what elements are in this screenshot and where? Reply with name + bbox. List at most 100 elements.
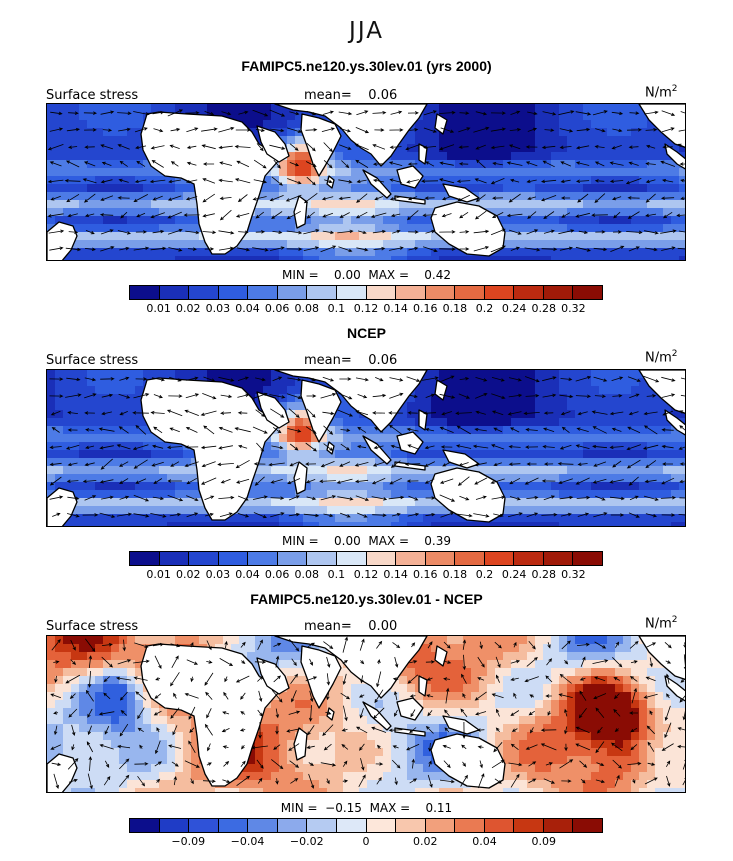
- stress-vector: [186, 145, 197, 149]
- stress-vector: [526, 657, 538, 667]
- stress-vector: [508, 462, 521, 466]
- stress-vector: [679, 462, 685, 466]
- stress-vector: [338, 179, 353, 184]
- stress-vector: [153, 394, 163, 399]
- stress-vector: [575, 477, 590, 485]
- stress-vector: [133, 246, 150, 251]
- stress-vector: [237, 513, 250, 518]
- stress-vector: [305, 442, 318, 452]
- stress-vector: [308, 773, 315, 789]
- stress-vector: [254, 660, 267, 664]
- stress-vector: [441, 213, 452, 218]
- stress-vector: [408, 246, 419, 251]
- stress-vector: [645, 162, 656, 166]
- stress-vector: [422, 213, 437, 217]
- colorbar-swatch: [425, 819, 456, 832]
- stress-vector: [184, 409, 199, 416]
- stress-vector: [525, 428, 538, 432]
- stress-vector: [527, 127, 538, 132]
- stress-vector: [428, 760, 432, 767]
- stress-vector: [443, 760, 451, 769]
- stress-vector: [185, 179, 198, 184]
- stress-vector: [288, 743, 300, 751]
- stress-vector: [358, 774, 366, 787]
- stress-vector: [287, 428, 302, 433]
- stress-vector: [186, 161, 197, 166]
- stress-vector: [288, 710, 301, 715]
- stress-vector: [337, 409, 354, 417]
- stress-vector: [184, 461, 199, 467]
- stress-vector: [339, 128, 351, 133]
- stress-vector: [660, 229, 677, 234]
- stress-vector: [409, 660, 418, 664]
- stress-vector: [273, 642, 282, 647]
- stress-vector: [645, 179, 656, 184]
- stress-vector: [154, 693, 162, 699]
- stress-vector: [456, 444, 472, 449]
- stress-vector: [493, 742, 503, 753]
- stress-vector: [525, 744, 538, 750]
- stress-vector: [458, 393, 471, 399]
- stress-vector: [49, 377, 64, 381]
- stress-vector: [152, 110, 165, 115]
- stress-vector: [53, 773, 59, 789]
- stress-vector: [443, 641, 451, 649]
- stress-vector: [168, 179, 181, 184]
- stress-vector: [240, 692, 246, 700]
- stress-vector: [593, 693, 607, 700]
- stress-vector: [358, 694, 365, 698]
- stress-vector: [460, 774, 468, 787]
- stress-vector: [252, 247, 269, 252]
- stress-vector: [632, 778, 636, 784]
- stress-vector: [661, 376, 676, 382]
- stress-vector: [407, 411, 418, 415]
- stress-vector: [202, 779, 216, 783]
- stress-vector: [459, 495, 470, 501]
- stress-vector: [252, 392, 268, 399]
- stress-vector: [360, 758, 365, 771]
- stress-vector: [167, 109, 184, 117]
- stress-vector: [50, 195, 61, 201]
- stress-vector: [82, 513, 99, 517]
- stress-vector: [423, 110, 437, 116]
- panel-3-title: FAMIPC5.ne120.ys.30lev.01 - NCEP: [250, 591, 483, 607]
- stress-vector: [203, 425, 215, 435]
- stress-vector: [559, 145, 572, 150]
- stress-vector: [661, 513, 676, 517]
- stress-vector: [459, 377, 470, 381]
- stress-vector: [236, 247, 250, 252]
- stress-vector: [424, 445, 435, 450]
- stress-vector: [68, 111, 79, 115]
- stress-vector: [190, 641, 194, 648]
- coastline-philippines: [418, 675, 428, 697]
- stress-vector: [510, 677, 519, 681]
- coastline-arabia: [256, 657, 290, 695]
- stress-vector: [356, 110, 369, 116]
- stress-vector: [491, 759, 505, 769]
- stress-vector: [545, 694, 552, 698]
- stress-vector: [170, 643, 181, 648]
- stress-vector: [541, 195, 557, 202]
- stress-vector: [611, 145, 622, 150]
- stress-vector: [65, 674, 81, 684]
- stress-vector: [257, 777, 263, 784]
- stress-vector: [237, 194, 248, 203]
- colorbar-swatch: [336, 286, 367, 299]
- stress-vector: [389, 178, 402, 183]
- stress-vector: [507, 512, 523, 518]
- coastline-arabia: [256, 391, 290, 429]
- stress-vector: [306, 408, 316, 418]
- stress-vector: [575, 444, 590, 449]
- stress-vector: [543, 229, 555, 234]
- stress-vector: [443, 677, 451, 681]
- stress-vector: [360, 660, 365, 665]
- stress-vector: [88, 655, 93, 669]
- colorbar-tick-label: 0.02: [413, 835, 438, 848]
- stress-vector: [645, 213, 657, 218]
- stress-vector: [576, 642, 590, 647]
- stress-vector: [597, 726, 603, 734]
- stress-vector: [153, 128, 164, 133]
- stress-vector: [104, 725, 110, 735]
- stress-vector: [627, 196, 640, 200]
- stress-vector: [200, 445, 217, 450]
